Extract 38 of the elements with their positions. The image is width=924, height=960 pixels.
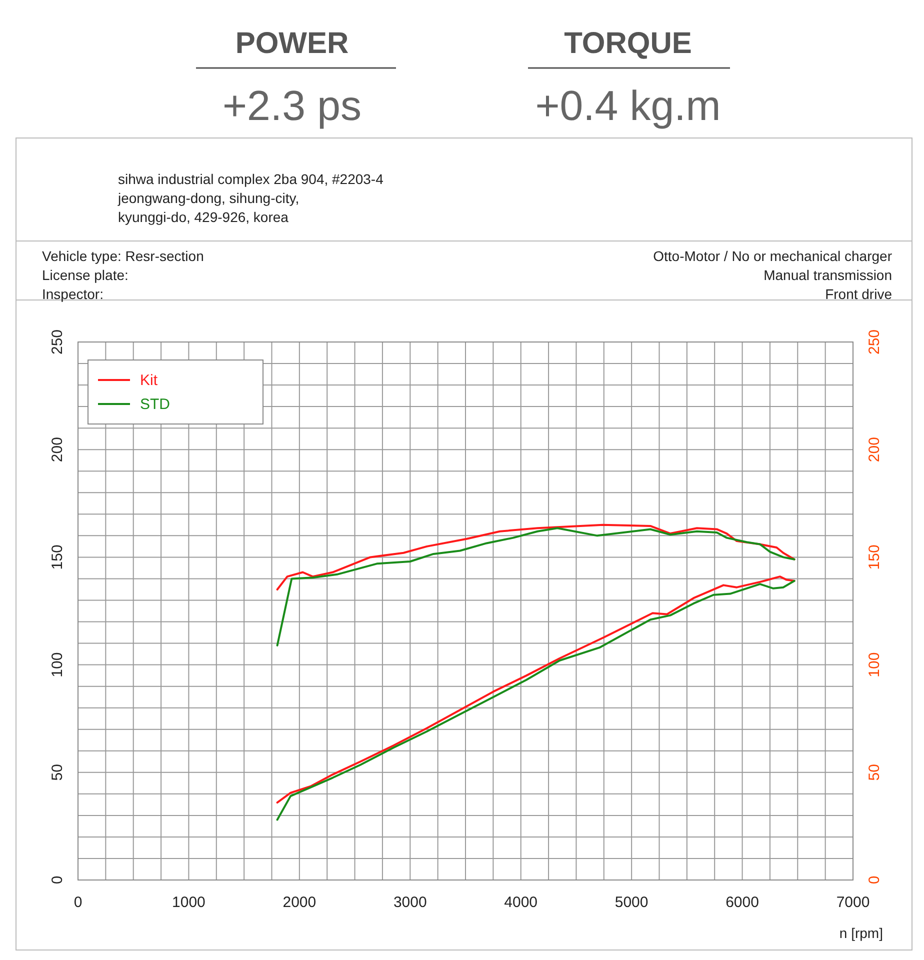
line-series <box>276 527 796 646</box>
y2-tick-label: 50 <box>866 764 883 781</box>
y-tick-label: 50 <box>49 764 66 781</box>
x-tick-label: 1000 <box>172 894 206 911</box>
x-tick-label: 6000 <box>726 894 759 911</box>
legend-label: Kit <box>140 372 158 389</box>
text: Inspector: <box>42 286 104 302</box>
text: License plate: <box>42 267 128 283</box>
text: jeongwang-dong, sihung-city, <box>117 190 300 206</box>
text: Otto-Motor / No or mechanical charger <box>653 248 892 264</box>
text: Front drive <box>825 286 892 302</box>
y-tick-label: 0 <box>49 876 66 884</box>
y2-tick-label: 100 <box>866 652 883 678</box>
text: Manual transmission <box>764 267 892 283</box>
y-tick-label: 200 <box>49 437 66 462</box>
text: Vehicle type: Resr-section <box>42 248 204 264</box>
y2-tick-label: 150 <box>866 544 883 570</box>
y-tick-label: 250 <box>49 329 66 355</box>
line-series <box>276 524 796 590</box>
text: TORQUE <box>564 27 692 60</box>
y-tick-label: 150 <box>49 544 66 570</box>
text: kyunggi-do, 429-926, korea <box>118 209 289 225</box>
text: POWER <box>235 27 349 60</box>
y-tick-label: 100 <box>49 652 66 678</box>
legend-label: STD <box>140 396 170 413</box>
x-tick-label: 3000 <box>393 894 427 911</box>
y2-tick-label: 200 <box>866 437 883 462</box>
x-tick-label: 2000 <box>282 894 316 911</box>
y2-tick-label: 0 <box>866 876 883 884</box>
y2-tick-label: 250 <box>866 329 883 355</box>
text: sihwa industrial complex 2ba 904, #2203-4 <box>118 171 384 187</box>
x-tick-label: 5000 <box>614 894 648 911</box>
text: +0.4 kg.m <box>535 82 721 129</box>
x-tick-label: 4000 <box>504 894 538 911</box>
text: +2.3 ps <box>222 82 362 129</box>
x-tick-label: 7000 <box>836 894 870 911</box>
x-tick-label: 0 <box>74 894 82 911</box>
x-axis-title: n [rpm] <box>839 925 883 941</box>
